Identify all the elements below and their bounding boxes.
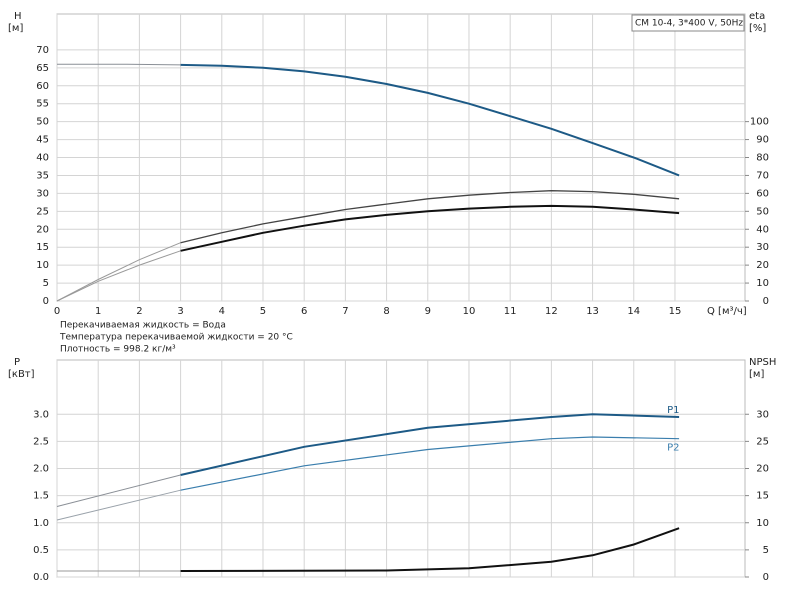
y2-axis-unit: [м] (749, 369, 764, 380)
y-tick-label: 0 (43, 296, 49, 307)
curve (56, 489, 181, 521)
y-tick-label: 15 (36, 242, 49, 253)
x-tick-label: 9 (425, 306, 431, 317)
note: Плотность = 998.2 кг/м³ (60, 345, 176, 355)
curve (180, 436, 680, 491)
x-tick-label: 2 (136, 306, 142, 317)
y-tick-label: 70 (36, 45, 49, 56)
note: Перекачиваемая жидкость = Вода (60, 321, 226, 331)
y-tick-label: 25 (36, 206, 49, 217)
curve (56, 250, 181, 302)
y2-tick-label: 10 (756, 278, 769, 289)
curve (180, 527, 680, 572)
y2-tick-label: 20 (756, 464, 769, 475)
x-tick-label: 3 (177, 306, 183, 317)
y-axis-label: P (14, 357, 20, 368)
x-tick-label: 10 (463, 306, 476, 317)
y-axis-label: H (14, 11, 22, 22)
y2-tick-label: 60 (756, 188, 769, 199)
x-tick-label: 8 (383, 306, 389, 317)
y2-tick-label: 0 (763, 572, 769, 583)
x-axis-label: Q [м³/ч] (707, 306, 747, 317)
y-tick-label: 50 (36, 117, 49, 128)
y-tick-label: 45 (36, 135, 49, 146)
x-tick-label: 5 (260, 306, 266, 317)
y-tick-label: 30 (36, 188, 49, 199)
y2-tick-label: 5 (763, 545, 769, 556)
y2-tick-label: 70 (756, 170, 769, 181)
curve (57, 63, 181, 66)
y2-axis-unit: [%] (749, 23, 766, 34)
annotation-box (631, 14, 745, 32)
curve (180, 63, 680, 177)
y-tick-label: 10 (36, 260, 49, 271)
y2-tick-label: 30 (756, 242, 769, 253)
y-tick-label: 35 (36, 170, 49, 181)
x-tick-label: 14 (627, 306, 640, 317)
x-tick-label: 13 (586, 306, 599, 317)
y-tick-label: 0.5 (33, 545, 49, 556)
curve (56, 474, 181, 507)
y2-tick-label: 80 (756, 153, 769, 164)
y2-tick-label: 25 (756, 436, 769, 447)
y-tick-label: 40 (36, 153, 49, 164)
y-tick-label: 2.5 (33, 436, 49, 447)
series-label: P2 (667, 443, 679, 454)
x-tick-label: 12 (545, 306, 558, 317)
x-tick-label: 15 (669, 306, 682, 317)
y-tick-label: 1.0 (33, 518, 49, 529)
y-tick-label: 5 (43, 278, 49, 289)
x-tick-label: 7 (342, 306, 348, 317)
y-axis-unit: [кВт] (8, 369, 35, 380)
y2-axis-label: NPSH (749, 357, 776, 368)
y-tick-label: 60 (36, 81, 49, 92)
curve (180, 413, 680, 476)
y-axis-unit: [м] (8, 23, 23, 34)
note: Температура перекачиваемой жидкости = 20… (59, 333, 293, 343)
y-tick-label: 65 (36, 63, 49, 74)
y2-axis-label: eta (749, 11, 765, 22)
y-tick-label: 2.0 (33, 464, 49, 475)
x-tick-label: 11 (504, 306, 517, 317)
y2-tick-label: 0 (763, 296, 769, 307)
y2-tick-label: 10 (756, 518, 769, 529)
y2-tick-label: 30 (756, 409, 769, 420)
curve (56, 242, 181, 302)
x-tick-label: 6 (301, 306, 307, 317)
y-tick-label: 3.0 (33, 409, 49, 420)
y-tick-label: 0.0 (33, 572, 49, 583)
y-tick-label: 55 (36, 99, 49, 110)
series-label: P1 (667, 405, 679, 416)
curve (180, 204, 680, 252)
annotation: CM 10-4, 3*400 V, 50Hz (635, 19, 743, 29)
curve (180, 190, 680, 244)
y2-tick-label: 100 (750, 117, 769, 128)
y-tick-label: 20 (36, 224, 49, 235)
y2-tick-label: 20 (756, 260, 769, 271)
y2-tick-label: 15 (756, 491, 769, 502)
x-tick-label: 1 (95, 306, 101, 317)
y-tick-label: 1.5 (33, 491, 49, 502)
y2-tick-label: 40 (756, 224, 769, 235)
y2-tick-label: 90 (756, 135, 769, 146)
y2-tick-label: 50 (756, 206, 769, 217)
x-tick-label: 4 (219, 306, 225, 317)
x-tick-label: 0 (54, 306, 60, 317)
